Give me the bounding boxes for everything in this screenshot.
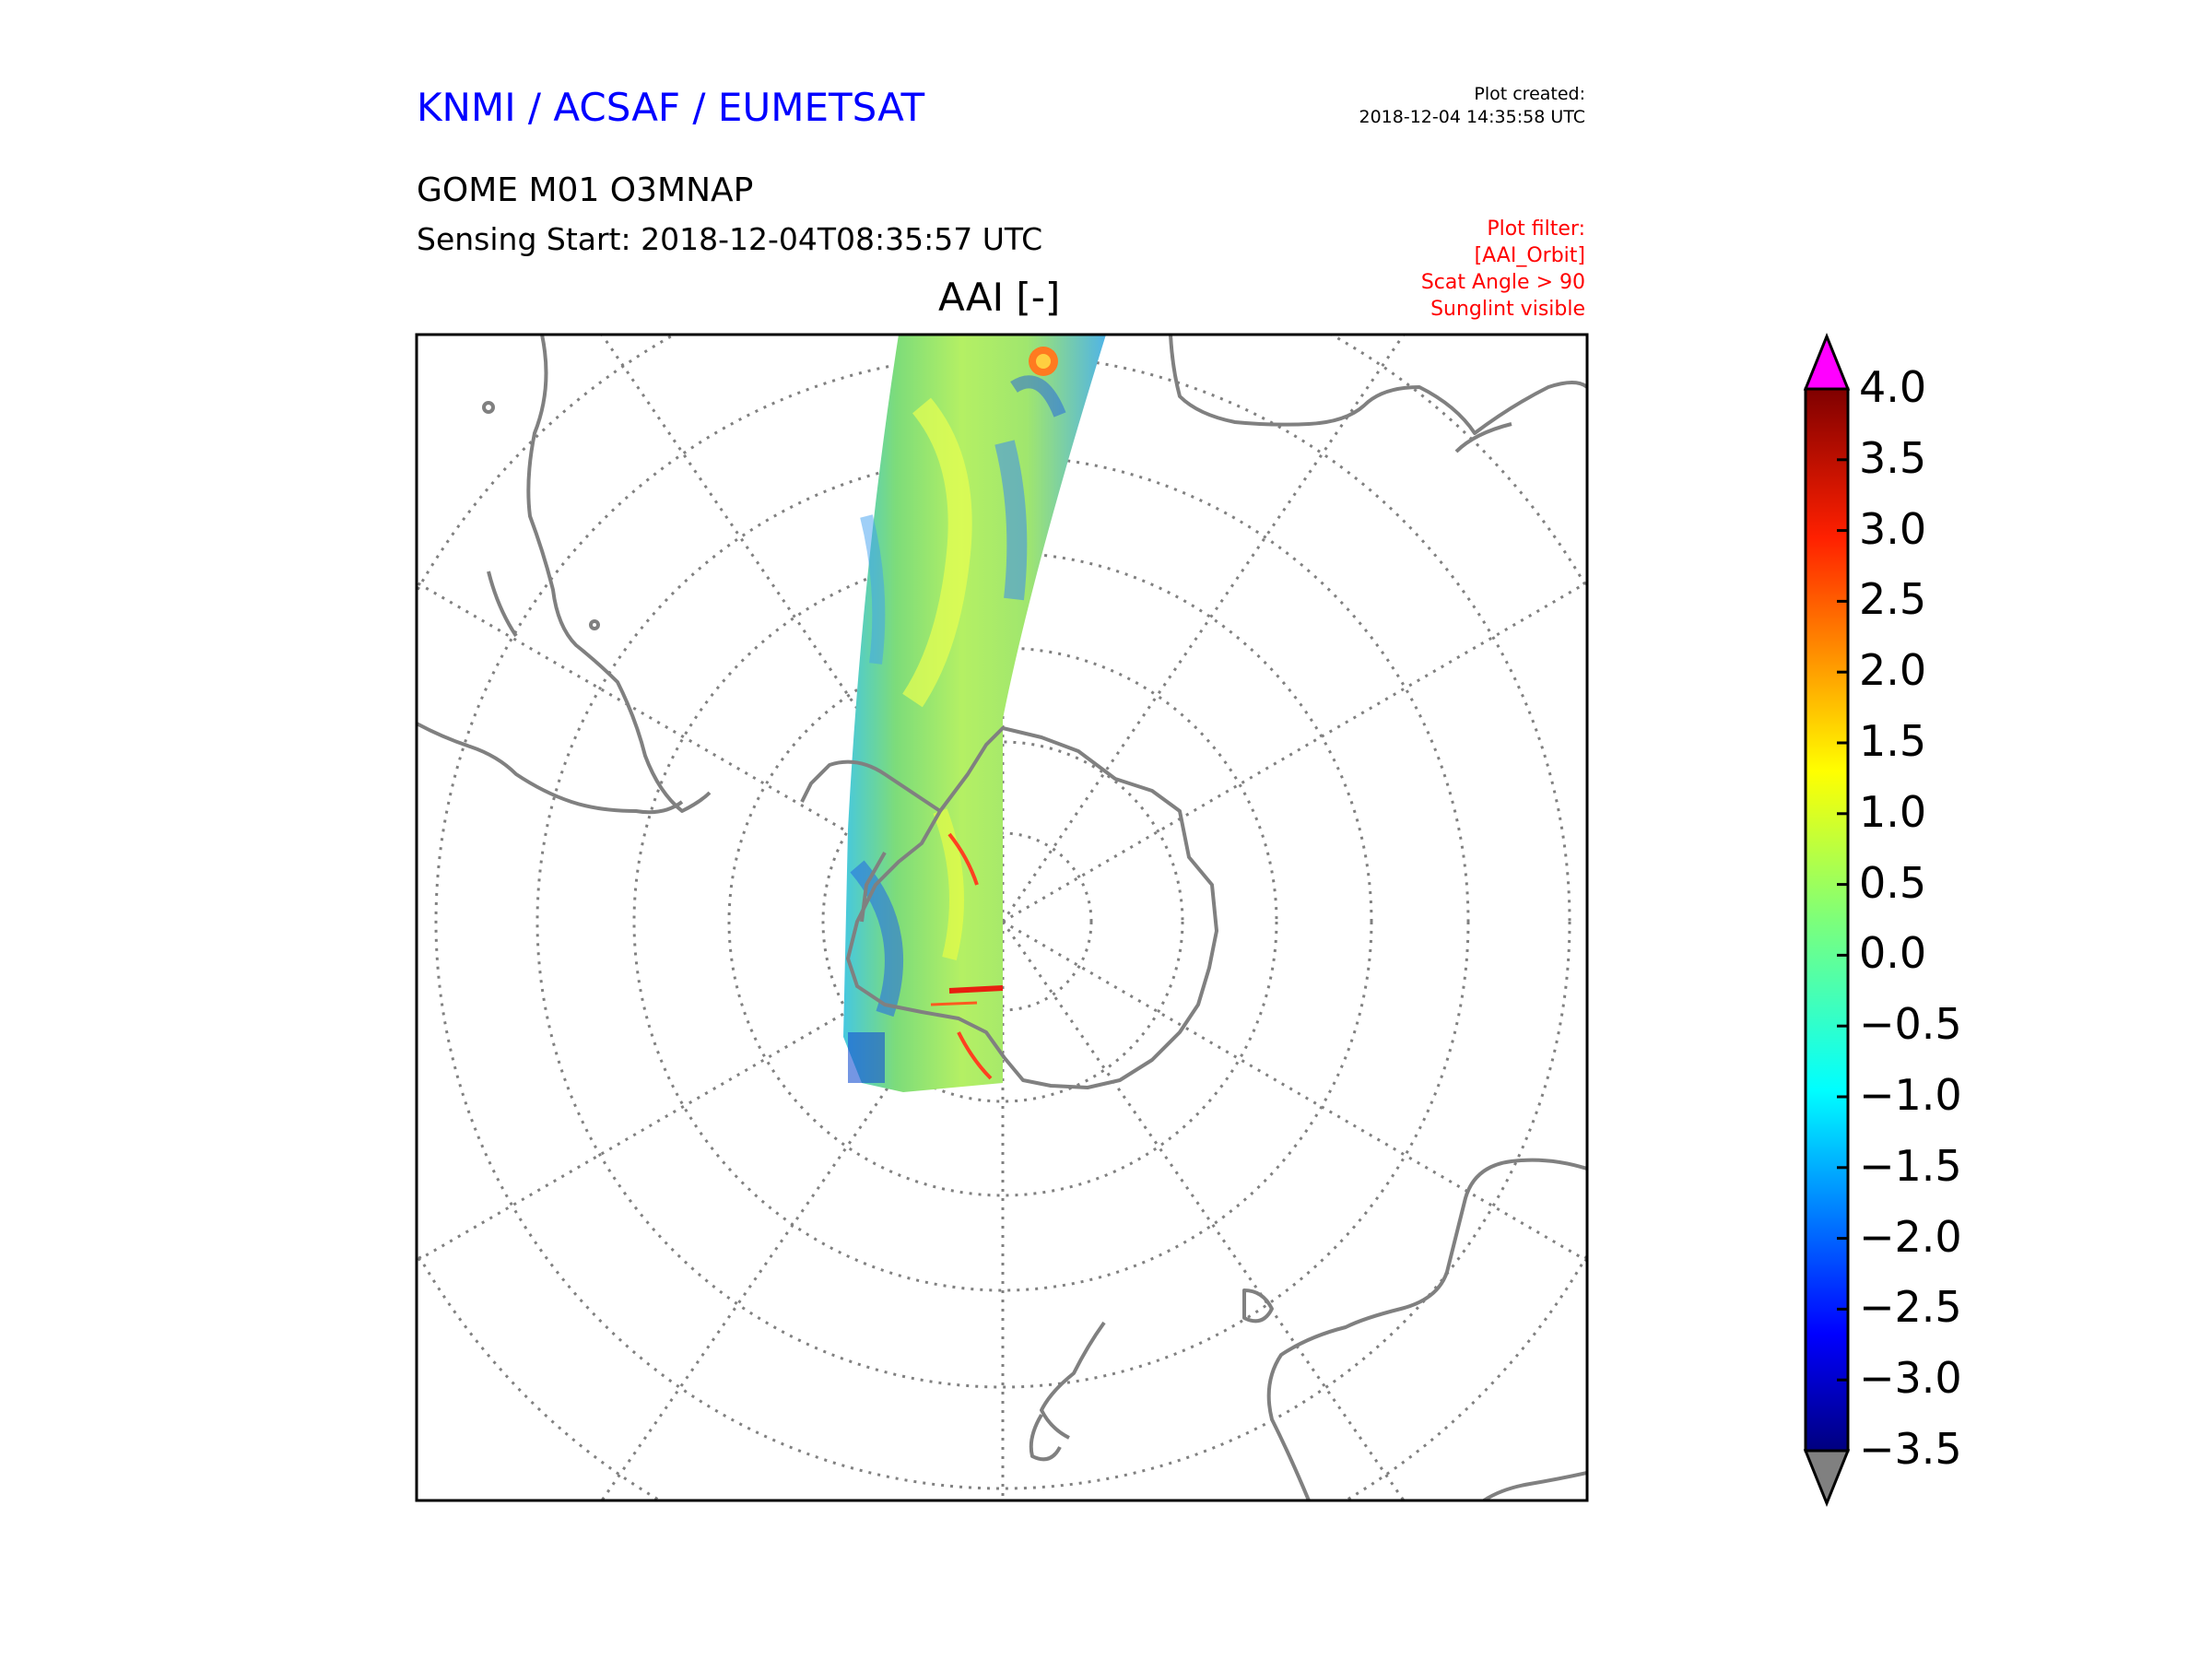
map-frame: [415, 333, 1589, 1502]
plot-filter-line: Scat Angle > 90: [1420, 271, 1585, 294]
colorbar-tick-label: −3.0: [1859, 1353, 1962, 1404]
colorbar-tick-label: 0.5: [1859, 857, 1927, 908]
colorbar-tick-label: 3.0: [1859, 503, 1927, 554]
colorbar-tick-label: 1.0: [1859, 786, 1927, 837]
colorbar-tick-label: 4.0: [1859, 362, 1927, 412]
organization-label: KNMI / ACSAF / EUMETSAT: [417, 85, 925, 130]
plot-filter-block: Plot filter: [AAI_Orbit] Scat Angle > 90…: [1272, 216, 1585, 323]
plot-created-value: 2018-12-04 14:35:58 UTC: [1359, 107, 1586, 127]
colorbar-tick-label: 3.5: [1859, 432, 1927, 483]
colorbar-tick-label: 2.0: [1859, 645, 1927, 696]
aai-swath: [843, 335, 1106, 1092]
colorbar-tick-label: −1.5: [1859, 1140, 1962, 1191]
colorbar-under-triangle: [1803, 1449, 1851, 1508]
map-title: AAI [-]: [938, 275, 1061, 320]
colorbar-tick-label: −1.0: [1859, 1070, 1962, 1120]
map-area: [417, 335, 1587, 1500]
colorbar-tick-label: 1.5: [1859, 716, 1927, 766]
sensing-start-label: Sensing Start: 2018-12-04T08:35:57 UTC: [417, 221, 1043, 257]
colorbar-tick-label: −0.5: [1859, 999, 1962, 1050]
plot-filter-line: [AAI_Orbit]: [1474, 244, 1585, 267]
colorbar-tick-label: 0.0: [1859, 928, 1927, 979]
colorbar-tick-label: 2.5: [1859, 574, 1927, 625]
colorbar-over-triangle: [1803, 332, 1851, 391]
plot-created-block: Plot created: 2018-12-04 14:35:58 UTC: [1272, 83, 1586, 129]
colorbar: [1803, 332, 1851, 1508]
plot-filter-line: Sunglint visible: [1430, 298, 1585, 321]
plot-created-label: Plot created:: [1474, 84, 1585, 104]
colorbar-tick-label: −2.5: [1859, 1282, 1962, 1333]
coastlines: [417, 335, 1587, 1500]
plot-filter-line: Plot filter:: [1487, 218, 1585, 241]
colorbar-tick-label: −3.5: [1859, 1424, 1962, 1474]
product-label: GOME M01 O3MNAP: [417, 171, 754, 209]
colorbar-tick-label: −2.0: [1859, 1211, 1962, 1262]
